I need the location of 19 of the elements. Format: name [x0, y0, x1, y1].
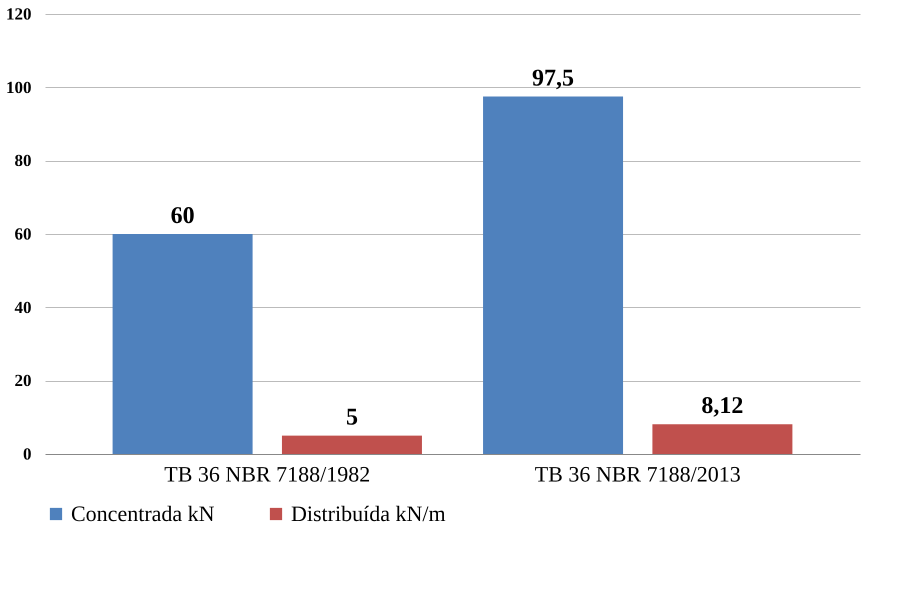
- legend-label: Concentrada kN: [71, 501, 215, 526]
- y-tick-label: 80: [14, 151, 32, 170]
- y-tick-label: 0: [23, 444, 32, 464]
- y-tick-label: 60: [14, 224, 32, 244]
- data-label: 5: [346, 404, 358, 431]
- bar: [282, 436, 422, 454]
- y-tick-label: 120: [6, 4, 32, 24]
- data-label: 60: [170, 203, 195, 229]
- x-tick-label: TB 36 NBR 7188/2013: [534, 462, 741, 486]
- bar: [652, 424, 792, 454]
- y-tick-label: 40: [14, 298, 32, 317]
- y-tick-label: 20: [14, 371, 32, 390]
- bar: [112, 234, 253, 454]
- data-label: 97,5: [532, 66, 574, 92]
- bar: [483, 96, 624, 454]
- legend-label: Distribuída kN/m: [291, 501, 446, 526]
- data-label: 8,12: [701, 393, 744, 420]
- y-tick-label: 100: [6, 78, 32, 97]
- x-tick-label: TB 36 NBR 7188/1982: [164, 462, 370, 486]
